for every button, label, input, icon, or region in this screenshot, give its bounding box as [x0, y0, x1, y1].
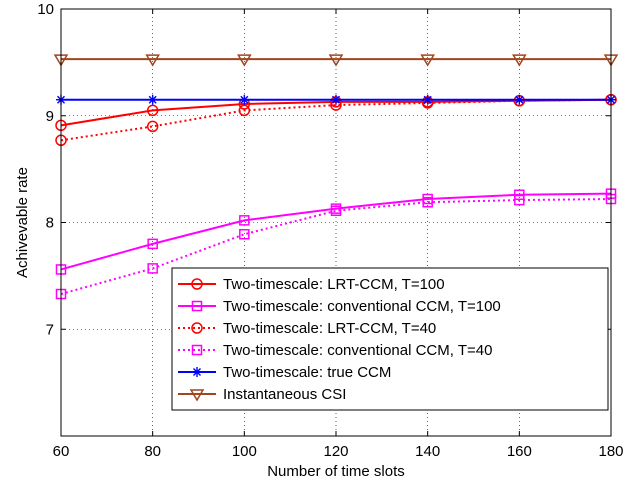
- y-tick-label: 10: [37, 1, 54, 18]
- x-tick-label: 120: [323, 443, 348, 460]
- square-marker: [147, 263, 158, 274]
- asterisk-stroke: [240, 95, 249, 104]
- y-axis-title: Achivevable rate: [14, 167, 31, 278]
- legend-label: Two-timescale: LRT-CCM, T=40: [223, 320, 436, 337]
- triangle-marker: [512, 54, 527, 67]
- y-tick-label: 9: [46, 108, 54, 125]
- x-tick-label: 100: [232, 443, 257, 460]
- asterisk-marker: [514, 94, 525, 105]
- asterisk-marker: [147, 94, 158, 105]
- asterisk-marker: [239, 94, 250, 105]
- plot-frame: [60, 8, 612, 437]
- square-marker: [422, 196, 433, 208]
- series-line: [60, 192, 612, 271]
- triangle-marker: [145, 54, 160, 67]
- tick-labels: 60 80 100 120 140 160 180 7 8 9 10: [37, 1, 623, 460]
- circle-marker: [191, 322, 203, 334]
- asterisk-stroke: [193, 368, 201, 376]
- legend-label: Two-timescale: conventional CCM, T=100: [223, 298, 501, 315]
- square-marker: [330, 205, 342, 217]
- circle-marker: [146, 104, 159, 117]
- circle-marker: [238, 104, 251, 117]
- x-tick-label: 60: [53, 443, 70, 460]
- triangle-marker: [328, 54, 344, 67]
- legend-label: Instantaneous CSI: [223, 386, 346, 403]
- legend-label: Two-timescale: true CCM: [223, 364, 391, 381]
- square-marker: [191, 300, 203, 312]
- x-tick-label: 140: [415, 443, 440, 460]
- asterisk-marker: [192, 367, 202, 377]
- square-marker: [191, 344, 203, 356]
- circle-marker: [146, 120, 159, 133]
- x-axis-title: Number of time slots: [267, 463, 405, 480]
- x-tick-label: 80: [144, 443, 161, 460]
- square-marker: [514, 194, 525, 206]
- x-tick-label: 180: [598, 443, 623, 460]
- asterisk-stroke: [332, 95, 340, 104]
- legend-label: Two-timescale: conventional CCM, T=40: [223, 342, 492, 359]
- circle-marker: [191, 278, 203, 290]
- asterisk-stroke: [148, 95, 157, 104]
- series-two-timescale-true-ccm: [56, 94, 616, 105]
- triangle-marker: [420, 54, 435, 67]
- square-marker: [239, 215, 250, 226]
- triangle-marker: [189, 389, 205, 402]
- triangle-marker: [237, 54, 252, 67]
- asterisk-marker: [422, 94, 433, 105]
- legend-box: [171, 267, 609, 411]
- square-marker: [147, 238, 158, 250]
- x-tick-label: 160: [507, 443, 532, 460]
- series-layer: [53, 54, 619, 300]
- y-tick-label: 7: [46, 321, 54, 338]
- legend: Two-timescale: LRT-CCM, T=100 Two-timesca…: [171, 267, 609, 411]
- y-tick-label: 8: [46, 215, 54, 232]
- series-line: [60, 198, 612, 295]
- square-marker: [239, 228, 250, 240]
- asterisk-marker: [331, 94, 341, 105]
- legend-label: Two-timescale: LRT-CCM, T=100: [223, 276, 445, 293]
- asterisk-stroke: [515, 95, 524, 104]
- asterisk-stroke: [423, 95, 432, 104]
